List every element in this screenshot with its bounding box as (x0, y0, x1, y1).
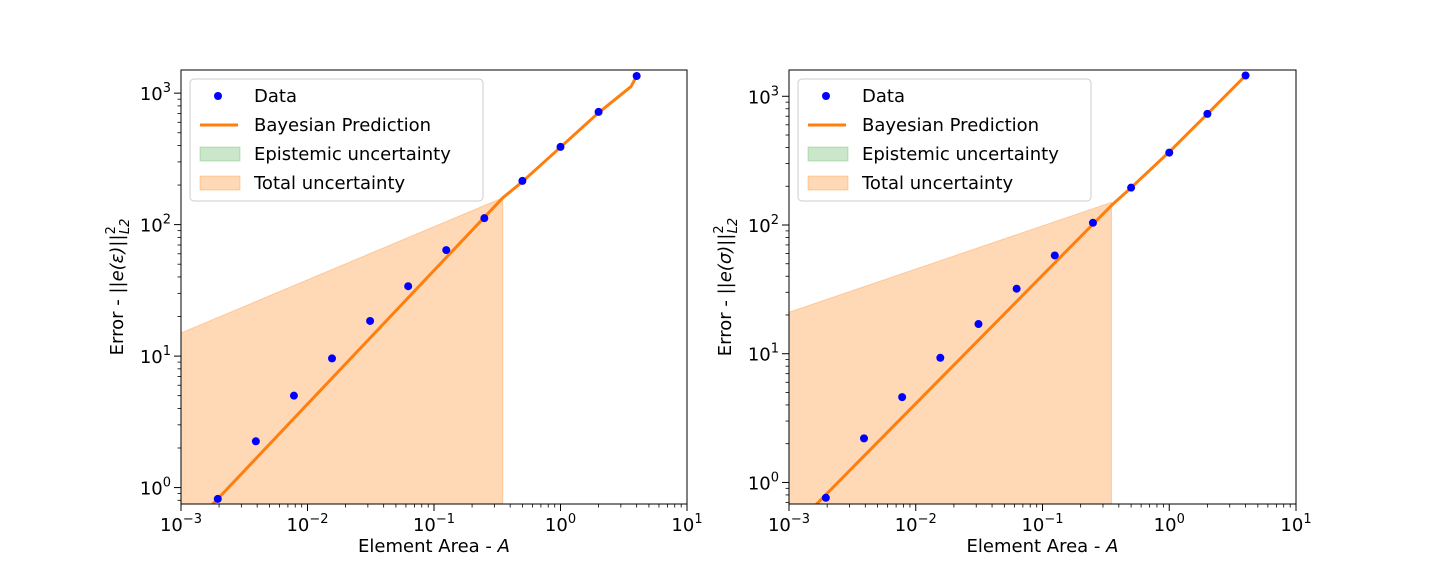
y-tick-label: 101 (748, 342, 779, 366)
x-axis-label: Element Area - A (358, 536, 510, 557)
y-tick-label: 101 (140, 344, 171, 368)
data-point (1165, 148, 1174, 157)
legend-total-patch (199, 175, 241, 191)
chart-panel-1: 10−3 10−2 10−1 100 101 100 101 102 103 Element Ar… (104, 69, 703, 557)
data-point (1127, 183, 1136, 192)
data-point (251, 437, 260, 446)
plot-area (789, 71, 1250, 504)
x-tick-label: 10−2 (895, 512, 937, 536)
data-point (289, 391, 298, 400)
data-point (936, 353, 945, 362)
chart-panel-2: 10−3 10−2 10−1 100 101 100 101 102 103 Element Ar… (712, 69, 1312, 557)
data-point (860, 434, 869, 443)
data-point (556, 142, 565, 151)
x-axis-label: Element Area - A (967, 536, 1119, 557)
legend: Data Bayesian Prediction Epistemic uncerta… (797, 78, 1092, 202)
x-tick-label: 10−1 (413, 512, 455, 536)
data-point (213, 494, 222, 503)
x-tick-label: 10−3 (768, 512, 810, 536)
data-point (328, 354, 337, 363)
legend-box (189, 78, 484, 202)
x-tick-label: 10−1 (1021, 512, 1063, 536)
x-tick-label: 101 (671, 512, 702, 536)
data-point (518, 176, 527, 185)
y-tick-label: 103 (748, 84, 779, 108)
data-point (480, 214, 489, 223)
legend-label: Bayesian Prediction (862, 115, 1039, 136)
data-point (1203, 109, 1212, 118)
y-tick-label: 103 (140, 81, 171, 105)
x-tick-label: 10−3 (160, 512, 202, 536)
legend-data-marker (214, 92, 222, 100)
data-point (442, 246, 451, 255)
y-tick-label: 100 (140, 476, 171, 500)
legend-label: Data (862, 86, 905, 107)
legend-epistemic-patch (807, 146, 849, 162)
x-tick-label: 100 (1154, 512, 1185, 536)
data-point (974, 320, 983, 329)
data-point (1012, 284, 1021, 293)
y-axis-label: Error - ||e(σ)||2L2 (712, 218, 741, 356)
y-tick-label: 102 (748, 213, 779, 237)
x-tick-label: 101 (1280, 512, 1311, 536)
legend-label: Total uncertainty (861, 173, 1014, 194)
legend-data-marker (822, 92, 830, 100)
total-uncertainty-band (181, 197, 504, 504)
data-point (366, 316, 375, 325)
plot-area (181, 72, 641, 504)
legend-epistemic-patch (199, 146, 241, 162)
x-tick-label: 100 (545, 512, 576, 536)
data-point (1241, 71, 1250, 80)
x-tick-label: 10−2 (286, 512, 328, 536)
data-point (1088, 218, 1097, 227)
data-point (898, 393, 907, 402)
total-uncertainty-band (789, 201, 1112, 504)
legend-label: Epistemic uncertainty (862, 144, 1059, 165)
data-point (632, 72, 641, 81)
legend-label: Bayesian Prediction (254, 115, 431, 136)
legend: Data Bayesian Prediction Epistemic uncerta… (189, 78, 484, 202)
legend-total-patch (807, 175, 849, 191)
legend-label: Total uncertainty (253, 173, 406, 194)
legend-label: Epistemic uncertainty (254, 144, 451, 165)
y-tick-label: 100 (748, 470, 779, 494)
data-point (821, 493, 830, 502)
data-point (594, 107, 603, 116)
y-axis-label: Error - ||e(ε)||2L2 (104, 219, 133, 356)
bayesian-prediction-line (815, 74, 1248, 504)
data-point (404, 282, 413, 291)
y-tick-label: 102 (140, 213, 171, 237)
data-point (1050, 251, 1059, 260)
legend-box (797, 78, 1092, 202)
legend-label: Data (254, 86, 297, 107)
